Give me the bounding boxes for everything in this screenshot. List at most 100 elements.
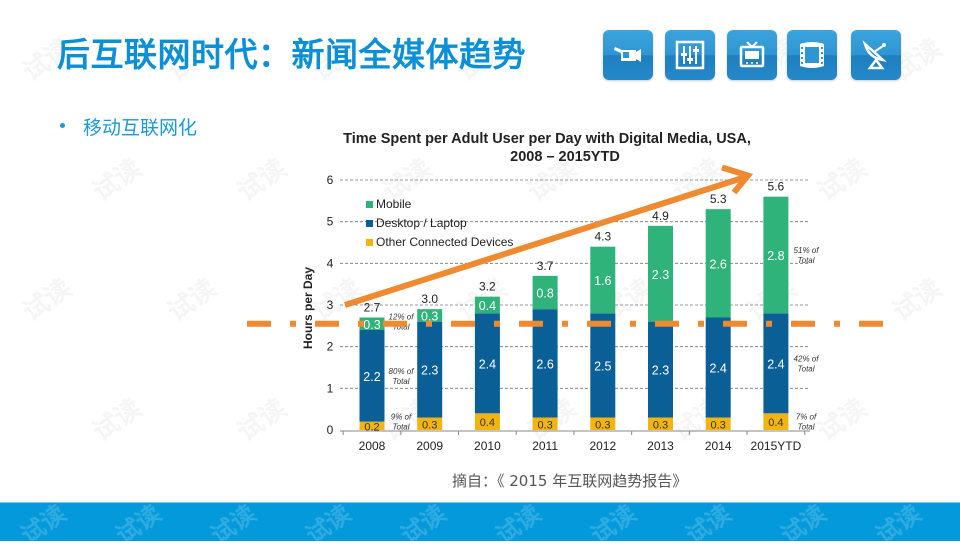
share-annotation: Total (797, 256, 814, 265)
television-icon (727, 30, 777, 80)
bar-value-label: 2.4 (479, 357, 496, 371)
bar-segment (590, 313, 616, 418)
y-tick-label: 5 (327, 215, 334, 229)
share-annotation: Total (797, 423, 814, 432)
y-axis-label: Hours per Day (301, 267, 315, 349)
bar-value-label: 0.8 (536, 287, 553, 301)
bar-segment (590, 417, 616, 430)
x-tick-label: 2014 (705, 439, 732, 453)
bar-segment (359, 317, 385, 330)
bar-segment (359, 421, 385, 430)
bar-value-label: 0.3 (595, 419, 610, 431)
bar-total-label: 2.7 (364, 301, 381, 315)
bar-segment (359, 330, 385, 422)
page-title: 后互联网时代：新闻全媒体趋势 (57, 35, 526, 74)
y-tick-label: 0 (327, 423, 334, 437)
legend-label: Desktop / Laptop (376, 216, 467, 230)
bar-segment (590, 246, 616, 314)
footer-bar: 试读 试读 试读 试读 试读 试读 试读 试读 试读 试读 (0, 499, 960, 550)
source-citation: 摘自：《 2015 年互联网趋势报告》 (452, 472, 688, 490)
bar-segment (763, 196, 789, 314)
watermark: 试读 (775, 499, 832, 550)
bar-total-label: 4.9 (652, 209, 669, 223)
bar-total-label: 3.2 (479, 280, 496, 294)
y-tick-label: 6 (327, 173, 334, 187)
bar-total-label: 3.0 (421, 292, 438, 306)
share-annotation: Total (797, 364, 814, 373)
bar-segment (648, 417, 673, 430)
bar-segment (705, 209, 731, 318)
bar-segment (474, 296, 500, 314)
y-tick-label: 3 (327, 298, 334, 312)
bar-segment (474, 313, 500, 414)
bar-value-label: 2.3 (652, 364, 669, 378)
watermark: 试读 (395, 499, 452, 550)
legend-swatch (366, 239, 373, 246)
share-annotation: 51% of (794, 246, 820, 255)
bar-segment (648, 225, 673, 322)
bar-value-label: 0.3 (422, 419, 437, 431)
bar-value-label: 0.3 (653, 419, 668, 431)
watermark: 试读 (585, 499, 642, 550)
bullet-item: 移动互联网化 (60, 113, 197, 140)
share-annotation: Total (392, 323, 409, 332)
watermark: 试读 (680, 499, 737, 550)
media-icon-bar (603, 30, 901, 80)
bar-value-label: 0.3 (711, 419, 726, 431)
bar-value-label: 2.6 (536, 357, 553, 371)
bar-segment (417, 321, 443, 418)
bullet-dot (60, 123, 65, 128)
equalizer-sliders-icon (665, 30, 715, 80)
bar-segment (705, 317, 731, 418)
x-tick-label: 2012 (589, 439, 616, 453)
bar-segment (532, 417, 558, 430)
bar-value-label: 0.3 (421, 309, 438, 323)
bar-segment (705, 417, 731, 430)
legend-label: Other Connected Devices (376, 235, 513, 249)
y-tick-label: 4 (327, 256, 334, 270)
bar-segment (648, 321, 673, 418)
watermark: 试读 (205, 499, 262, 550)
bar-value-label: 2.2 (363, 370, 380, 384)
bar-segment (417, 417, 443, 430)
watermark: 试读 (110, 499, 167, 550)
video-camera-icon (603, 30, 653, 80)
chart-title-line1: Time Spent per Adult User per Day with D… (343, 131, 751, 147)
bar-total-label: 3.7 (537, 259, 554, 273)
x-tick-label: 2011 (532, 439, 558, 453)
watermark: 试读 (300, 499, 357, 550)
bar-value-label: 2.3 (421, 364, 438, 378)
bar-segment (532, 309, 558, 418)
bar-total-label: 4.3 (594, 230, 611, 244)
x-tick-label: 2010 (474, 439, 501, 453)
bar-value-label: 0.4 (768, 417, 783, 429)
x-tick-label: 2013 (647, 439, 674, 453)
bar-segment (417, 309, 443, 322)
chart-title-line2: 2008 – 2015YTD (510, 149, 620, 165)
bar-value-label: 0.4 (479, 299, 496, 313)
y-tick-label: 2 (327, 340, 334, 354)
satellite-dish-icon (851, 30, 901, 80)
bar-segment (532, 275, 558, 310)
share-annotation: Total (392, 377, 409, 386)
film-strip-icon (787, 30, 837, 80)
x-tick-label: 2009 (416, 439, 443, 453)
trend-arrow (344, 174, 745, 308)
x-tick-label: 2015YTD (751, 439, 802, 453)
legend-label: Mobile (376, 197, 412, 211)
legend-swatch (366, 220, 373, 227)
bar-total-label: 5.3 (710, 192, 727, 206)
bar-value-label: 2.6 (710, 257, 727, 271)
bar-value-label: 2.5 (594, 359, 611, 373)
share-annotation: 9% of (391, 413, 412, 422)
share-annotation: 7% of (796, 413, 817, 422)
bar-value-label: 2.4 (767, 357, 784, 371)
legend-swatch (366, 201, 373, 208)
bar-segment (763, 313, 789, 414)
y-tick-label: 1 (327, 381, 334, 395)
bar-segment (474, 413, 500, 430)
trend-arrow-head (721, 164, 754, 195)
watermark: 试读 (15, 499, 72, 550)
bar-value-label: 0.3 (363, 318, 380, 332)
